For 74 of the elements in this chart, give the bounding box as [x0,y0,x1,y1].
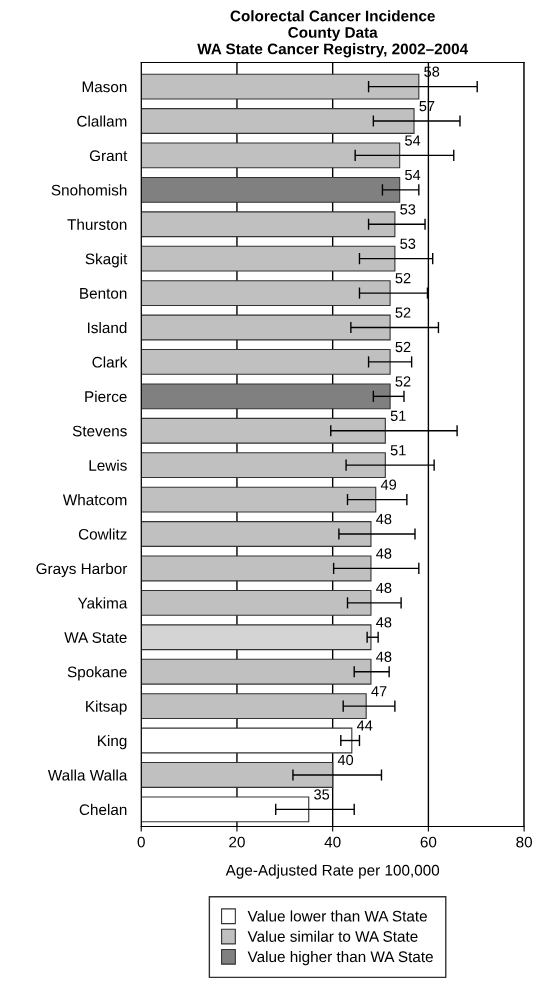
y-tick-label: Clark [92,356,128,368]
bar [141,761,334,788]
data-label: 52 [395,376,411,387]
y-tick-label: Yakima [77,597,128,609]
bar [141,314,391,341]
y-tick-label: Stevens [72,425,127,437]
bar [141,348,391,375]
data-label: 48 [376,513,392,525]
y-tick-label: Snohomish [51,184,127,196]
data-label: 54 [405,135,421,146]
y-tick-label: Thurston [67,218,127,230]
bar [141,108,415,134]
y-tick-label: Clallam [77,115,127,127]
x-tick-label: 60 [420,836,437,848]
legend-label: Value similar to WA State [247,930,418,942]
bar [141,521,372,547]
bar [141,555,372,582]
data-label: 52 [395,273,411,284]
y-tick-label: King [98,734,127,750]
data-label: 40 [337,754,354,766]
bar [141,280,391,307]
data-label: 48 [376,548,392,559]
legend-label: Value higher than WA State [247,950,433,966]
bar [141,727,353,754]
bar [141,73,420,100]
y-tick-label: Kitsap [86,700,127,715]
y-tick-label: Walla Walla [47,769,128,781]
y-tick-label: Benton [80,288,127,299]
y-tick-label: WA State [64,632,127,643]
y-tick-label: Spokane [67,666,127,681]
y-tick-label: Island [87,321,127,334]
bar [141,796,310,823]
y-tick-label: Grays Harbor [36,562,128,578]
legend-label: Value lower than WA State [247,910,427,922]
data-label: 48 [376,651,392,662]
data-label: 35 [314,789,330,800]
bar [141,383,391,410]
data-label: 53 [400,238,416,249]
x-axis-title: Age-Adjusted Rate per 100,000 [225,864,440,879]
bar [141,589,372,616]
x-tick-label: 80 [516,836,533,848]
data-label: 47 [371,686,387,697]
data-label: 48 [376,617,392,628]
y-tick-label: Pierce [85,390,127,403]
data-label: 51 [390,410,406,421]
data-label: 52 [395,307,411,318]
bar [141,176,401,203]
bar [141,486,377,513]
y-tick-label: Mason [82,81,127,93]
chart-title: Colorectal Cancer Incidence County Data WA State Cancer Registry, 2002–2004 [197,10,469,58]
x-tick-label: 0 [137,836,145,848]
y-tick-label: Whatcom [62,494,127,506]
bar [141,211,396,238]
data-label: 52 [395,341,411,353]
data-label: 48 [376,582,392,594]
y-tick-label: Grant [89,150,128,162]
data-label: 51 [390,445,406,456]
bar [141,417,386,444]
bar [141,245,396,272]
bar [141,142,401,169]
data-label: 49 [380,479,397,490]
bar [141,693,367,720]
y-tick-label: Cowlitz [78,528,127,540]
data-label: 44 [356,720,373,731]
y-tick-label: Skagit [85,253,128,268]
data-label: 53 [400,204,416,215]
x-tick-label: 40 [324,836,341,848]
y-tick-label: Lewis [89,459,127,471]
bar [141,658,372,685]
x-tick-label: 20 [229,836,245,848]
y-tick-label: Chelan [79,803,127,816]
bar [141,452,386,479]
bar [141,624,372,651]
data-label: 54 [405,169,421,181]
